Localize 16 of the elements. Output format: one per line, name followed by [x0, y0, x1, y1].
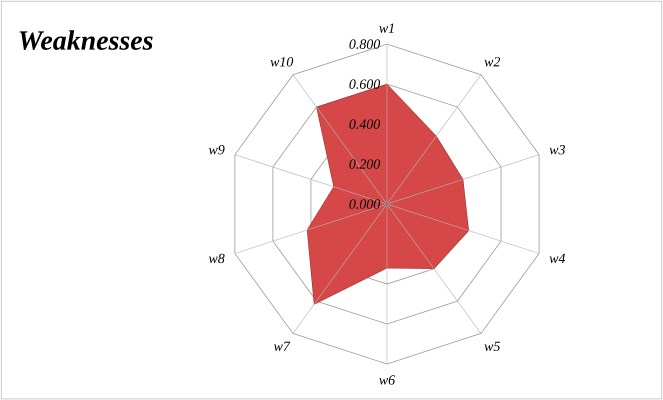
y-tick-label: 0.400: [349, 119, 380, 129]
spoke-label: w2: [484, 57, 500, 66]
y-tick-label: 0.000: [349, 199, 380, 209]
spoke-label: w8: [208, 254, 225, 264]
spoke-label: w7: [274, 342, 290, 351]
spoke-label: w10: [270, 56, 294, 66]
chart-title: Weaknesses: [20, 30, 153, 50]
spoke-label: w9: [208, 144, 225, 154]
y-tick-label: 0.200: [349, 159, 380, 169]
spoke-label: w3: [549, 144, 565, 154]
spoke-label: w1: [379, 23, 394, 33]
spoke-label: w4: [549, 254, 566, 264]
spoke-label: w6: [379, 375, 396, 385]
y-tick-label: 0.600: [349, 79, 380, 89]
spoke-label: w5: [484, 342, 500, 351]
y-tick-label: 0.800: [349, 39, 380, 49]
